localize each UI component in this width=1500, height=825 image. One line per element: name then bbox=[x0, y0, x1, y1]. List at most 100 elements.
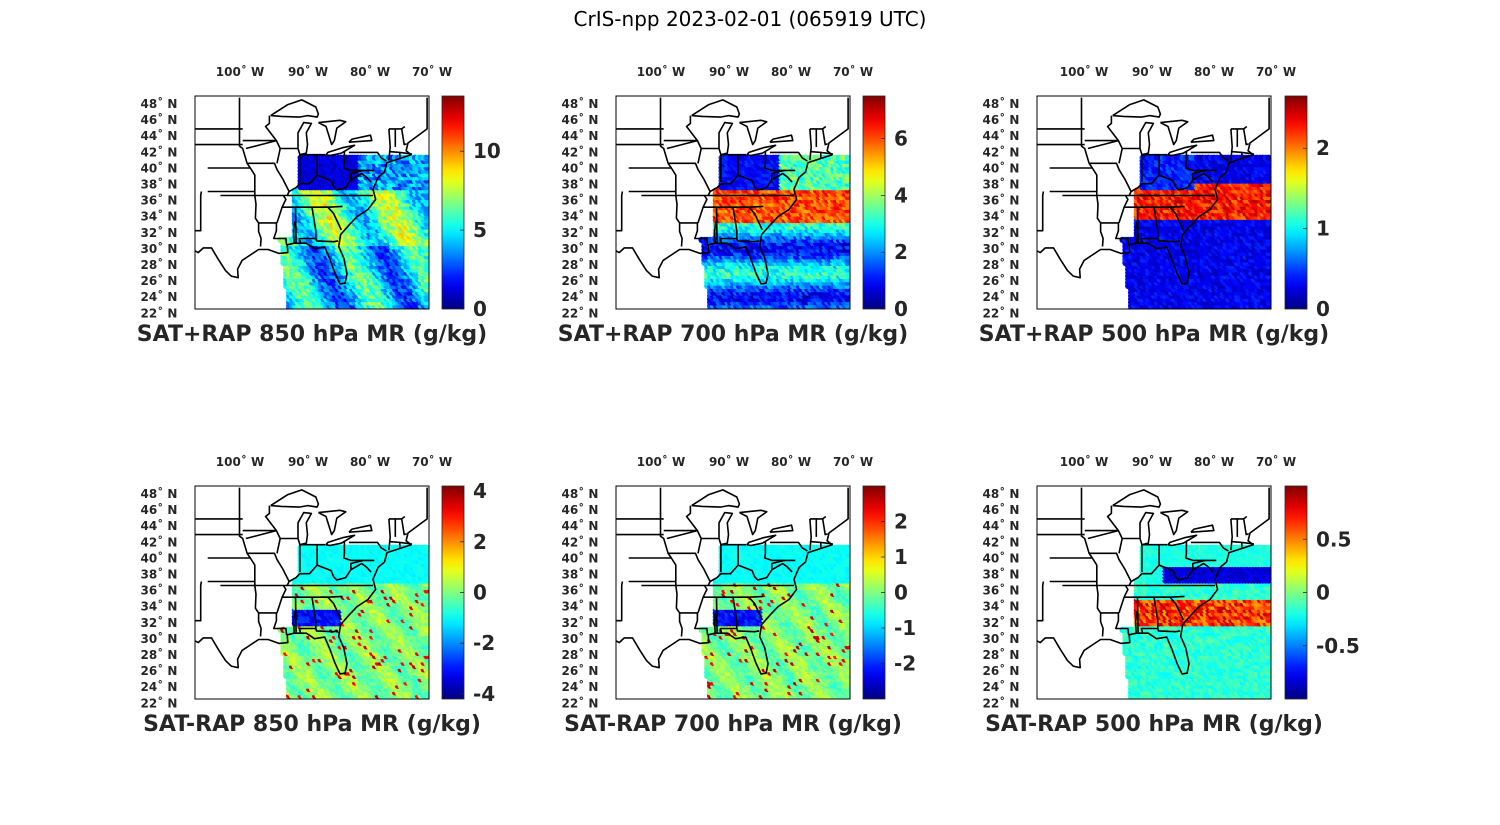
latitude-tick-label: 34˚ N bbox=[983, 599, 1020, 614]
latitude-tick-label: 38˚ N bbox=[983, 567, 1020, 582]
state-boundaries bbox=[195, 487, 428, 675]
latitude-tick-label: 22˚ N bbox=[983, 305, 1020, 320]
latitude-tick-label: 44˚ N bbox=[983, 518, 1020, 533]
panel-label: SAT+RAP 850 hPa MR (g/kg) bbox=[137, 322, 487, 347]
colorbar-tick-label: 1 bbox=[1316, 217, 1330, 241]
colorbar-tick-label: 0 bbox=[894, 297, 908, 321]
map-panel-1: 100˚ W 90˚ W 80˚ W 70˚ W 48˚ N46˚ N44˚ N42˚ … bbox=[137, 64, 501, 347]
latitude-tick-label: 34˚ N bbox=[562, 209, 599, 224]
latitude-tick-label: 28˚ N bbox=[983, 647, 1020, 662]
latitude-tick-label: 42˚ N bbox=[141, 144, 178, 159]
latitude-tick-label: 34˚ N bbox=[141, 209, 178, 224]
latitude-tick-label: 24˚ N bbox=[141, 679, 178, 694]
colorbar-tick-label: 6 bbox=[894, 127, 908, 151]
longitude-tick-label: 100˚ W bbox=[637, 64, 685, 79]
map-frame bbox=[194, 95, 430, 310]
latitude-tick-label: 24˚ N bbox=[141, 289, 178, 304]
panel-label: SAT-RAP 500 hPa MR (g/kg) bbox=[985, 712, 1323, 737]
latitude-tick-label: 32˚ N bbox=[562, 615, 599, 630]
latitude-tick-label: 40˚ N bbox=[141, 550, 178, 565]
longitude-tick-label: 70˚ W bbox=[412, 64, 452, 79]
latitude-tick-label: 22˚ N bbox=[141, 305, 178, 320]
latitude-tick-label: 22˚ N bbox=[562, 695, 599, 710]
latitude-tick-label: 48˚ N bbox=[141, 96, 178, 111]
figure-title: CrIS-npp 2023-02-01 (065919 UTC) bbox=[573, 7, 927, 31]
latitude-tick-label: 32˚ N bbox=[562, 225, 599, 240]
longitude-tick-label: 70˚ W bbox=[412, 454, 452, 469]
latitude-tick-label: 30˚ N bbox=[562, 631, 599, 646]
longitude-tick-label: 90˚ W bbox=[709, 64, 749, 79]
panel-label: SAT+RAP 700 hPa MR (g/kg) bbox=[558, 322, 908, 347]
latitude-tick-label: 40˚ N bbox=[562, 550, 599, 565]
longitude-tick-label: 80˚ W bbox=[1194, 64, 1234, 79]
map-frame bbox=[1036, 485, 1272, 700]
colorbar-tick-label: 4 bbox=[894, 183, 908, 207]
longitude-tick-label: 80˚ W bbox=[350, 64, 390, 79]
latitude-tick-label: 48˚ N bbox=[562, 486, 599, 501]
latitude-tick-label: 26˚ N bbox=[141, 273, 178, 288]
latitude-tick-label: 36˚ N bbox=[141, 583, 178, 598]
panel-label: SAT-RAP 850 hPa MR (g/kg) bbox=[143, 712, 481, 737]
state-boundaries bbox=[616, 487, 849, 675]
latitude-tick-label: 40˚ N bbox=[562, 160, 599, 175]
colorbar-tick-label: -2 bbox=[894, 652, 916, 676]
longitude-tick-label: 90˚ W bbox=[709, 454, 749, 469]
latitude-tick-label: 46˚ N bbox=[983, 502, 1020, 517]
colorbar-tick-label: 4 bbox=[473, 479, 487, 503]
map-panel-4: 100˚ W 90˚ W 80˚ W 70˚ W 48˚ N46˚ N44˚ N42˚ … bbox=[141, 454, 496, 737]
latitude-tick-label: 38˚ N bbox=[141, 177, 178, 192]
latitude-tick-label: 26˚ N bbox=[562, 663, 599, 678]
map-frame bbox=[194, 485, 430, 700]
colorbar-tick-label: 2 bbox=[473, 530, 487, 554]
map-panel-5: 100˚ W 90˚ W 80˚ W 70˚ W 48˚ N46˚ N44˚ N42˚ … bbox=[562, 454, 917, 737]
longitude-tick-label: 100˚ W bbox=[1060, 454, 1108, 469]
latitude-tick-label: 42˚ N bbox=[983, 534, 1020, 549]
latitude-tick-label: 34˚ N bbox=[562, 599, 599, 614]
latitude-tick-label: 36˚ N bbox=[141, 193, 178, 208]
latitude-tick-label: 22˚ N bbox=[983, 695, 1020, 710]
retrieval-swath bbox=[698, 154, 850, 309]
latitude-tick-label: 28˚ N bbox=[141, 647, 178, 662]
colorbar-tick-label: 2 bbox=[894, 510, 908, 534]
latitude-tick-label: 36˚ N bbox=[983, 193, 1020, 208]
longitude-tick-label: 90˚ W bbox=[1132, 64, 1172, 79]
latitude-tick-label: 46˚ N bbox=[562, 502, 599, 517]
map-panel-2: 100˚ W 90˚ W 80˚ W 70˚ W 48˚ N46˚ N44˚ N42˚ … bbox=[558, 64, 908, 347]
colorbar-tick-label: 2 bbox=[1316, 136, 1330, 160]
state-boundaries bbox=[195, 97, 428, 285]
latitude-tick-label: 44˚ N bbox=[141, 128, 178, 143]
longitude-tick-label: 70˚ W bbox=[833, 64, 873, 79]
latitude-tick-label: 30˚ N bbox=[562, 241, 599, 256]
latitude-tick-label: 24˚ N bbox=[562, 289, 599, 304]
colorbar-tick-label: -1 bbox=[894, 616, 916, 640]
latitude-tick-label: 44˚ N bbox=[983, 128, 1020, 143]
latitude-tick-label: 42˚ N bbox=[562, 144, 599, 159]
latitude-tick-label: 30˚ N bbox=[141, 631, 178, 646]
latitude-tick-label: 28˚ N bbox=[141, 257, 178, 272]
latitude-tick-label: 48˚ N bbox=[562, 96, 599, 111]
colorbar-tick-label: 0 bbox=[1316, 297, 1330, 321]
colorbar-tick-label: -0.5 bbox=[1316, 634, 1360, 658]
state-boundaries bbox=[1037, 487, 1270, 675]
latitude-tick-label: 26˚ N bbox=[562, 273, 599, 288]
colorbar-tick-label: 0 bbox=[894, 581, 908, 605]
latitude-tick-label: 46˚ N bbox=[141, 502, 178, 517]
latitude-tick-label: 26˚ N bbox=[983, 273, 1020, 288]
longitude-tick-label: 100˚ W bbox=[216, 64, 264, 79]
latitude-tick-label: 36˚ N bbox=[983, 583, 1020, 598]
latitude-tick-label: 30˚ N bbox=[983, 241, 1020, 256]
latitude-tick-label: 38˚ N bbox=[141, 567, 178, 582]
latitude-tick-label: 44˚ N bbox=[562, 518, 599, 533]
latitude-tick-label: 40˚ N bbox=[983, 160, 1020, 175]
colorbar-tick-label: 10 bbox=[473, 139, 501, 163]
latitude-tick-label: 22˚ N bbox=[562, 305, 599, 320]
latitude-tick-label: 32˚ N bbox=[983, 615, 1020, 630]
map-frame bbox=[615, 485, 851, 700]
latitude-tick-label: 36˚ N bbox=[562, 583, 599, 598]
latitude-tick-label: 36˚ N bbox=[562, 193, 599, 208]
colorbar bbox=[1284, 95, 1308, 310]
latitude-tick-label: 48˚ N bbox=[141, 486, 178, 501]
latitude-tick-label: 32˚ N bbox=[141, 225, 178, 240]
state-boundaries bbox=[1037, 97, 1270, 285]
latitude-tick-label: 48˚ N bbox=[983, 486, 1020, 501]
